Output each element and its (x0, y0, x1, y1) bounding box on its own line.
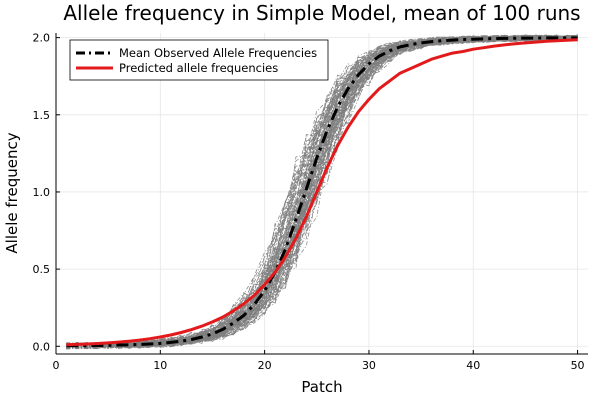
x-tick-label: 50 (571, 359, 585, 372)
simulation-run-line (66, 34, 578, 349)
simulation-run-line (66, 34, 578, 349)
simulation-run-line (66, 36, 578, 350)
tick-labels: 0 10 20 30 40 50 0.0 0.5 1.0 1.5 2.0 (33, 32, 585, 372)
legend-label-predicted: Predicted allele frequencies (119, 61, 278, 75)
legend: Mean Observed Allele Frequencies Predict… (69, 39, 329, 81)
x-tick-label: 10 (153, 359, 167, 372)
simulation-run-line (66, 34, 578, 348)
simulation-run-line (66, 34, 578, 349)
simulation-run-line (66, 35, 578, 348)
simulation-run-line (66, 34, 578, 349)
y-tick-label: 0.0 (33, 340, 51, 353)
x-tick-label: 30 (362, 359, 376, 372)
y-tick-label: 0.5 (33, 263, 51, 276)
y-tick-label: 1.5 (33, 109, 51, 122)
chart-title: Allele frequency in Simple Model, mean o… (63, 1, 580, 25)
simulation-run-line (66, 35, 578, 348)
legend-label-mean: Mean Observed Allele Frequencies (119, 46, 317, 60)
axes (55, 33, 588, 355)
simulation-run-line (66, 35, 578, 349)
simulation-run-line (66, 35, 578, 349)
series-line-mean-observed (66, 36, 578, 348)
x-axis-label: Patch (301, 378, 342, 396)
series-lines (66, 36, 578, 348)
y-axis-label: Allele frequency (3, 132, 21, 253)
x-tick-label: 0 (53, 359, 60, 372)
simulation-run-line (66, 34, 578, 350)
x-tick-label: 40 (466, 359, 480, 372)
y-tick-label: 2.0 (33, 32, 51, 45)
simulation-run-line (66, 35, 578, 349)
y-tick-label: 1.0 (33, 186, 51, 199)
series-line-predicted (66, 38, 578, 347)
legend-box (69, 39, 329, 81)
x-tick-label: 20 (258, 359, 272, 372)
